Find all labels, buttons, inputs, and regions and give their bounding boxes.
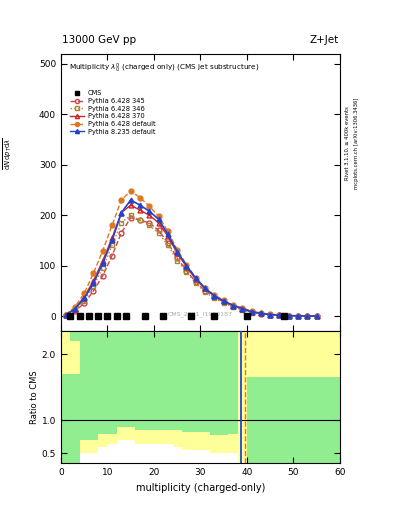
Y-axis label: Ratio to CMS: Ratio to CMS	[30, 371, 39, 424]
Text: 13000 GeV pp: 13000 GeV pp	[62, 35, 136, 45]
X-axis label: multiplicity (charged-only): multiplicity (charged-only)	[136, 483, 265, 493]
Text: Rivet 3.1.10, ≥ 400k events: Rivet 3.1.10, ≥ 400k events	[345, 106, 350, 180]
Text: Multiplicity $\lambda_0^0$ (charged only) (CMS jet substructure): Multiplicity $\lambda_0^0$ (charged only…	[69, 62, 260, 75]
Text: CMS_2021_I1920187: CMS_2021_I1920187	[168, 312, 233, 317]
Legend: CMS, Pythia 6.428 345, Pythia 6.428 346, Pythia 6.428 370, Pythia 6.428 default,: CMS, Pythia 6.428 345, Pythia 6.428 346,…	[70, 91, 156, 135]
Text: $\frac{1}{\mathrm{d}N}\frac{\mathrm{d}N}{\mathrm{d}p_T\mathrm{d}\lambda}$: $\frac{1}{\mathrm{d}N}\frac{\mathrm{d}N}…	[0, 137, 14, 170]
Text: Z+Jet: Z+Jet	[310, 35, 339, 45]
Text: mcplots.cern.ch [arXiv:1306.3436]: mcplots.cern.ch [arXiv:1306.3436]	[354, 98, 359, 189]
